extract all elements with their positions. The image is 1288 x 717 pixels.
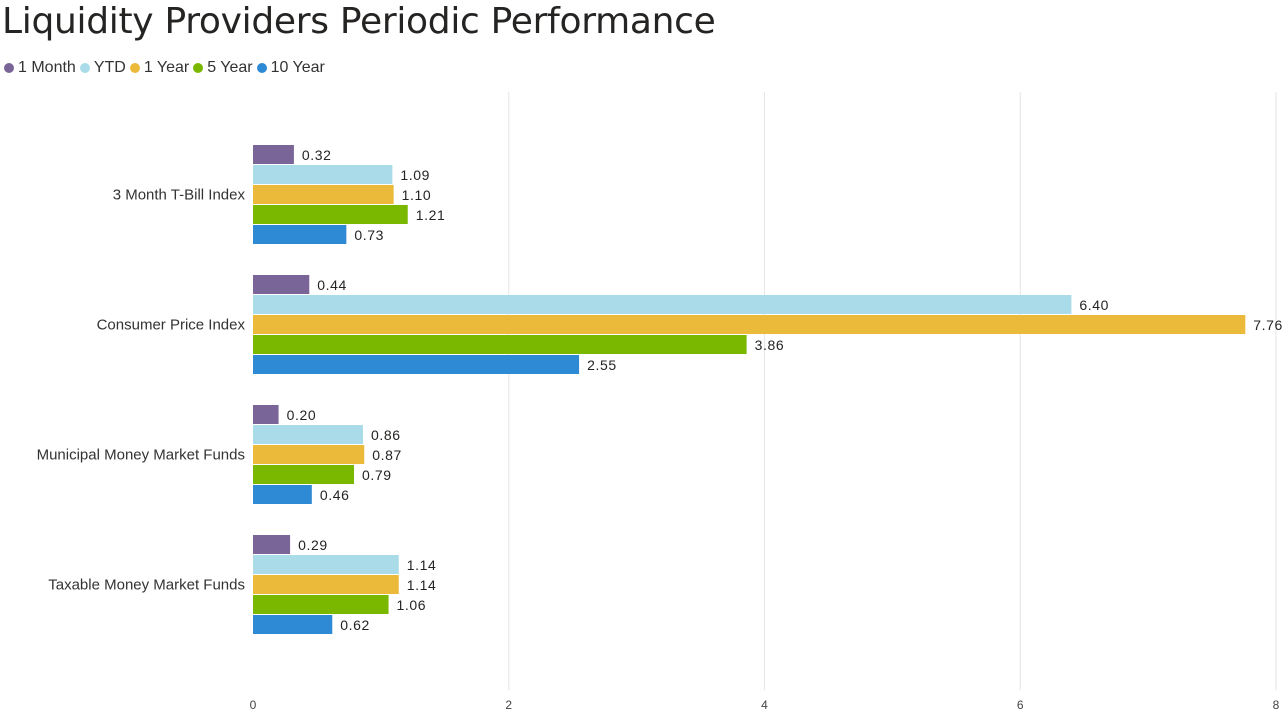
legend-item-2[interactable]: 1 Year [129, 59, 190, 77]
legend-marker [193, 63, 204, 73]
bar[interactable] [253, 145, 294, 164]
bar[interactable] [253, 225, 347, 244]
data-label: 0.86 [371, 427, 401, 443]
data-label: 1.21 [416, 207, 446, 223]
legend-item-4[interactable]: 10 Year [256, 59, 325, 77]
data-label: 1.06 [397, 597, 427, 613]
data-label: 0.44 [317, 277, 347, 293]
data-label: 0.29 [298, 537, 328, 553]
legend-marker [256, 63, 267, 73]
data-label: 7.76 [1253, 317, 1283, 333]
x-tick-label: 4 [761, 698, 768, 712]
data-label: 6.40 [1079, 297, 1109, 313]
bar[interactable] [253, 425, 363, 444]
data-label: 0.20 [287, 407, 317, 423]
legend-marker [4, 63, 14, 73]
bar[interactable] [253, 595, 389, 614]
category-label: 3 Month T-Bill Index [113, 187, 246, 204]
legend-label: 5 Year [207, 59, 253, 76]
bar[interactable] [253, 555, 399, 574]
bar[interactable] [253, 535, 291, 554]
bar[interactable] [253, 405, 279, 424]
data-label: 2.55 [587, 357, 617, 373]
data-label: 3.86 [755, 337, 785, 353]
bar[interactable] [253, 575, 399, 594]
bar[interactable] [253, 465, 355, 484]
x-tick-label: 2 [505, 698, 512, 712]
data-label: 0.32 [302, 147, 332, 163]
legend-item-0[interactable]: 1 Month [4, 59, 76, 77]
bar[interactable] [253, 275, 310, 294]
legend-label: 10 Year [270, 59, 325, 76]
category-label: Municipal Money Market Funds [37, 447, 245, 464]
bar[interactable] [253, 485, 312, 504]
data-label: 0.87 [372, 447, 402, 463]
legend-marker [79, 63, 90, 73]
legend-marker [129, 63, 140, 73]
legend-label: 1 Year [143, 59, 190, 76]
data-label: 1.10 [402, 187, 432, 203]
data-label: 0.79 [362, 467, 392, 483]
bar[interactable] [253, 355, 580, 374]
legend: 1 Month YTD 1 Year 5 Year 10 Year [4, 57, 329, 79]
data-label: 1.09 [400, 167, 430, 183]
bar[interactable] [253, 295, 1072, 314]
data-label: 0.62 [340, 617, 370, 633]
bar[interactable] [253, 615, 333, 634]
bar[interactable] [253, 185, 394, 204]
data-label: 0.46 [320, 487, 350, 503]
bar[interactable] [253, 315, 1246, 334]
data-label: 1.14 [407, 557, 437, 573]
category-label: Taxable Money Market Funds [48, 577, 245, 594]
legend-item-1[interactable]: YTD [79, 59, 126, 77]
x-tick-label: 6 [1017, 698, 1024, 712]
category-label: Consumer Price Index [97, 317, 246, 334]
legend-label: YTD [93, 59, 126, 76]
bar[interactable] [253, 205, 408, 224]
x-tick-label: 8 [1273, 698, 1280, 712]
bar[interactable] [253, 335, 747, 354]
legend-item-3[interactable]: 5 Year [193, 59, 253, 77]
data-label: 0.73 [354, 227, 384, 243]
bar[interactable] [253, 445, 365, 464]
chart-title: Liquidity Providers Periodic Performance [2, 1, 716, 42]
data-label: 1.14 [407, 577, 437, 593]
legend-label: 1 Month [18, 59, 76, 76]
bar[interactable] [253, 165, 393, 184]
x-tick-label: 0 [250, 698, 257, 712]
